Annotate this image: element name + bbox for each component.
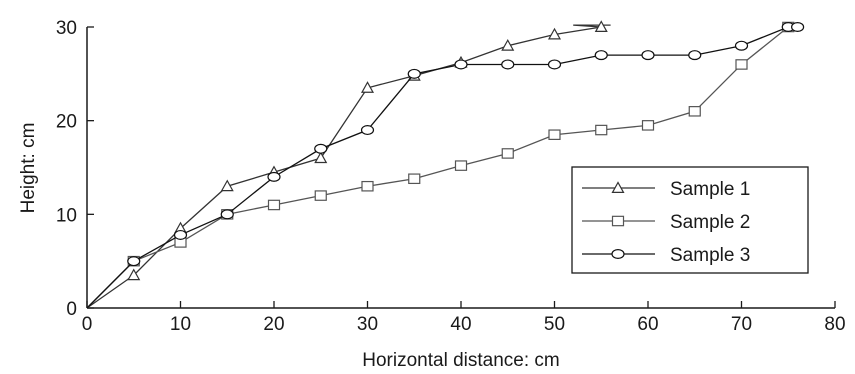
- legend-item: Sample 2: [582, 212, 750, 233]
- series-sample-3: [86, 22, 805, 309]
- legend-items: Sample 1 Sample 2 Sample 3: [582, 179, 750, 266]
- data-point-circle: [173, 229, 188, 240]
- x-tick-label: 50: [544, 314, 565, 335]
- series-sample-2: [86, 21, 795, 309]
- x-axis-title: Horizontal distance: cm: [362, 350, 559, 371]
- data-point-square: [595, 124, 608, 136]
- x-tick-label: 60: [637, 314, 658, 335]
- data-point-square: [688, 106, 701, 117]
- y-tick-label: 20: [56, 112, 77, 133]
- data-point-circle: [641, 50, 655, 61]
- legend-box: [571, 166, 809, 274]
- x-axis-ticks: 0 10 20 30 40 50 60 70 80: [82, 301, 846, 335]
- legend-item: Sample 3: [582, 245, 750, 266]
- data-point-circle: [267, 171, 281, 182]
- x-tick-label: 30: [357, 314, 378, 335]
- data-point-square: [501, 148, 514, 159]
- data-point-triangle: [547, 27, 562, 40]
- data-point-square: [611, 215, 625, 227]
- data-point-triangle: [360, 81, 375, 93]
- data-point-circle: [501, 59, 515, 70]
- x-tick-label: 0: [82, 314, 93, 335]
- data-point-square: [735, 59, 748, 70]
- data-point-circle: [454, 59, 468, 70]
- data-point-circle: [407, 68, 421, 79]
- x-tick-label: 20: [263, 314, 284, 335]
- data-point-triangle: [127, 268, 141, 281]
- legend-label: Sample 2: [670, 212, 750, 233]
- data-point-square: [361, 180, 374, 192]
- legend: Sample 1 Sample 2 Sample 3: [571, 166, 809, 274]
- data-point-triangle: [220, 179, 234, 192]
- legend-item: Sample 1: [582, 179, 750, 200]
- data-point-circle: [220, 209, 234, 220]
- y-axis-title: Height: cm: [18, 123, 39, 214]
- x-tick-label: 10: [170, 314, 191, 335]
- x-tick-label: 70: [731, 314, 752, 335]
- data-point-circle: [734, 40, 749, 51]
- y-tick-label: 30: [56, 18, 77, 39]
- data-point-triangle: [611, 181, 625, 193]
- data-point-square: [454, 160, 468, 171]
- data-point-circle: [314, 143, 328, 154]
- y-axis-ticks: 0 10 20 30: [56, 18, 94, 320]
- data-point-square: [641, 120, 655, 131]
- data-point-circle: [688, 50, 702, 61]
- x-tick-label: 80: [824, 314, 845, 335]
- data-point-square: [548, 129, 561, 140]
- data-point-circle: [594, 50, 608, 61]
- data-point-circle: [360, 125, 375, 136]
- data-point-circle: [547, 59, 562, 70]
- data-point-square: [314, 190, 327, 201]
- data-point-triangle: [314, 151, 328, 164]
- y-tick-label: 10: [56, 205, 77, 226]
- legend-label: Sample 1: [670, 179, 750, 200]
- y-tick-label: 0: [66, 299, 77, 320]
- data-point-circle: [127, 256, 141, 267]
- data-point-square: [267, 199, 281, 211]
- x-tick-label: 40: [450, 314, 471, 335]
- series-line: [86, 26, 789, 309]
- series-line: [86, 24, 611, 309]
- data-point-triangle: [501, 38, 515, 51]
- legend-label: Sample 3: [670, 245, 750, 266]
- data-point-square: [408, 173, 421, 185]
- data-point-triangle: [594, 20, 608, 32]
- data-point-circle: [790, 22, 805, 33]
- data-point-circle: [611, 249, 625, 260]
- series-layer: [86, 20, 805, 309]
- plot-area: 0 10 20 30 40 50 60 70 80 0 10 20 30: [56, 18, 846, 335]
